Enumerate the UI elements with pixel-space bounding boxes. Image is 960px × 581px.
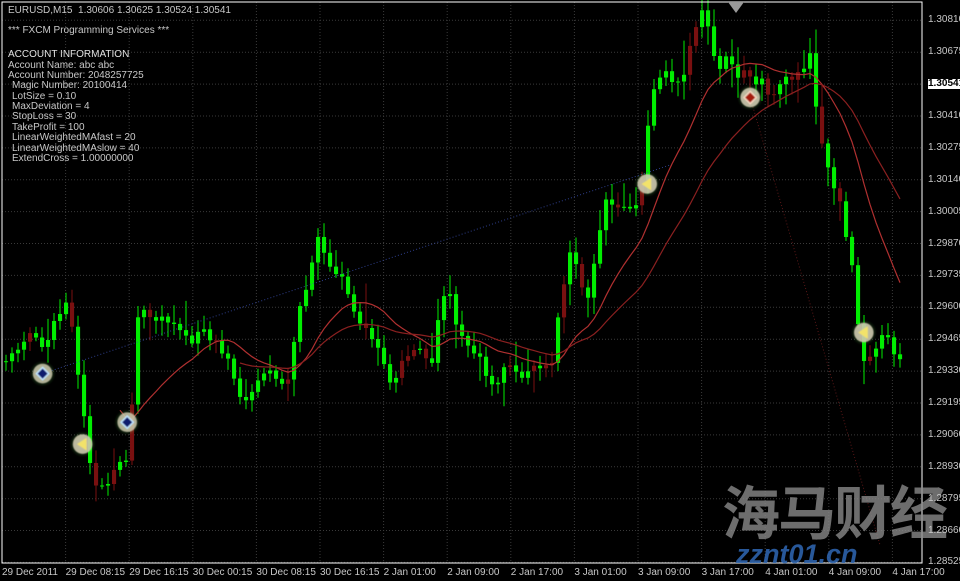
- svg-text:zznt01.cn: zznt01.cn: [735, 539, 858, 569]
